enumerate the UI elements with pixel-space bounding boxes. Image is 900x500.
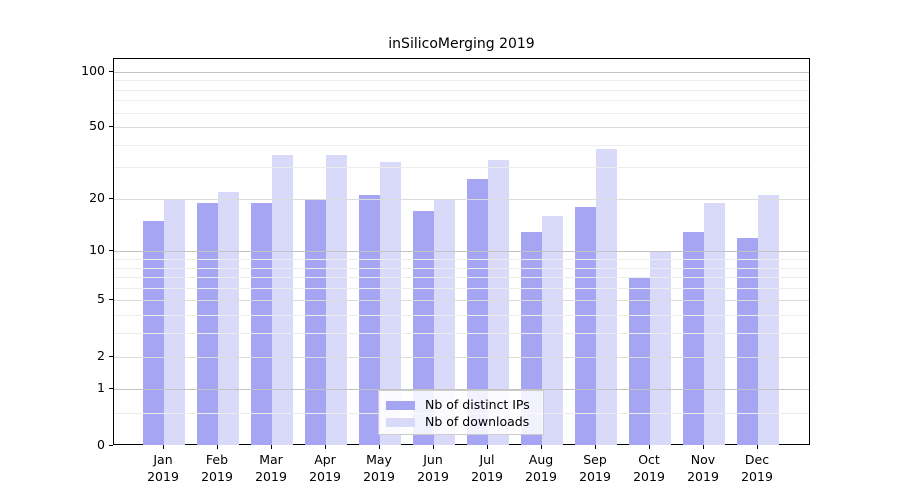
y-tick-label-5: 5 (97, 291, 105, 307)
y-tick-label-100: 100 (81, 62, 105, 78)
y-tick-label-0: 0 (97, 436, 105, 452)
legend-swatch-distinct-ips (386, 401, 415, 410)
minor-gridline-70 (114, 100, 809, 102)
x-tick-mar (271, 445, 272, 449)
bar-distinct-ips-jul (467, 178, 488, 445)
gridline-20 (114, 198, 809, 200)
x-tick-label-oct: Oct 2019 (633, 452, 665, 484)
gridline-2 (114, 356, 809, 358)
x-tick-label-may: May 2019 (363, 452, 395, 484)
y-tick-label-2: 2 (97, 347, 105, 363)
bar-downloads-dec (758, 195, 779, 445)
x-tick-label-jun: Jun 2019 (417, 452, 449, 484)
x-tick-label-dec: Dec 2019 (741, 452, 773, 484)
bar-downloads-oct (650, 251, 671, 445)
x-tick-dec (757, 445, 758, 449)
y-tick-2 (109, 355, 113, 357)
bar-downloads-jun (434, 198, 455, 445)
x-tick-label-sep: Sep 2019 (579, 452, 611, 484)
x-tick-jan (163, 445, 164, 449)
bar-downloads-jul (488, 159, 509, 445)
x-tick-jun (433, 445, 434, 449)
gridline-100 (114, 71, 809, 73)
x-tick-label-nov: Nov 2019 (687, 452, 719, 484)
x-tick-apr (325, 445, 326, 449)
bar-distinct-ips-sep (575, 207, 596, 445)
y-tick-10 (109, 250, 113, 252)
bar-distinct-ips-nov (683, 231, 704, 445)
bar-distinct-ips-may (359, 195, 380, 445)
y-tick-label-10: 10 (89, 242, 105, 258)
bar-distinct-ips-feb (197, 202, 218, 445)
x-tick-label-jan: Jan 2019 (147, 452, 179, 484)
bar-distinct-ips-mar (251, 202, 272, 445)
bar-distinct-ips-jan (143, 220, 164, 445)
y-tick-0 (109, 444, 113, 446)
gridline-1 (114, 389, 809, 391)
legend-label-distinct-ips: Nb of distinct IPs (425, 397, 530, 413)
y-tick-20 (109, 197, 113, 199)
minor-gridline-6 (114, 287, 809, 289)
minor-gridline-3 (114, 333, 809, 335)
minor-gridline-30 (114, 167, 809, 169)
x-tick-sep (595, 445, 596, 449)
bar-distinct-ips-oct (629, 277, 650, 445)
legend-row-downloads: Nb of downloads (386, 414, 543, 431)
bar-distinct-ips-dec (737, 237, 758, 445)
x-tick-aug (541, 445, 542, 449)
legend: Nb of distinct IPs Nb of downloads (378, 390, 544, 435)
bar-downloads-may (380, 162, 401, 445)
x-tick-nov (703, 445, 704, 449)
x-tick-may (379, 445, 380, 449)
legend-row-distinct-ips: Nb of distinct IPs (386, 397, 543, 414)
legend-swatch-downloads (386, 418, 415, 427)
minor-gridline-9 (114, 259, 809, 260)
legend-label-downloads: Nb of downloads (425, 414, 530, 430)
bar-distinct-ips-apr (305, 198, 326, 445)
x-tick-label-aug: Aug 2019 (525, 452, 557, 484)
x-tick-feb (217, 445, 218, 449)
x-tick-label-jul: Jul 2019 (471, 452, 503, 484)
bar-downloads-mar (272, 155, 293, 445)
x-tick-label-feb: Feb 2019 (201, 452, 233, 484)
gridline-10 (114, 251, 809, 253)
y-tick-50 (109, 126, 113, 128)
x-tick-jul (487, 445, 488, 449)
bar-downloads-apr (326, 155, 347, 445)
bar-downloads-aug (542, 216, 563, 445)
bar-downloads-sep (596, 148, 617, 445)
minor-gridline-7 (114, 277, 809, 279)
y-tick-label-50: 50 (89, 117, 105, 133)
minor-gridline-8 (114, 267, 809, 269)
y-tick-label-1: 1 (97, 380, 105, 396)
gridline-5 (114, 300, 809, 302)
gridline-50 (114, 127, 809, 129)
bar-downloads-feb (218, 191, 239, 445)
minor-gridline-80 (114, 89, 809, 91)
bar-distinct-ips-jun (413, 211, 434, 445)
minor-gridline-90 (114, 80, 809, 82)
y-tick-5 (109, 299, 113, 301)
bar-downloads-nov (704, 202, 725, 445)
x-tick-label-apr: Apr 2019 (309, 452, 341, 484)
chart-title: inSilicoMerging 2019 (388, 36, 535, 52)
plot-area: Nb of distinct IPs Nb of downloads (113, 58, 810, 445)
bar-downloads-jan (164, 198, 185, 445)
minor-gridline-40 (114, 144, 809, 146)
minor-gridline-60 (114, 112, 809, 114)
y-tick-100 (109, 70, 113, 72)
x-tick-label-mar: Mar 2019 (255, 452, 287, 484)
y-tick-label-20: 20 (89, 189, 105, 205)
y-tick-1 (109, 388, 113, 390)
minor-gridline-4 (114, 315, 809, 317)
x-tick-oct (649, 445, 650, 449)
